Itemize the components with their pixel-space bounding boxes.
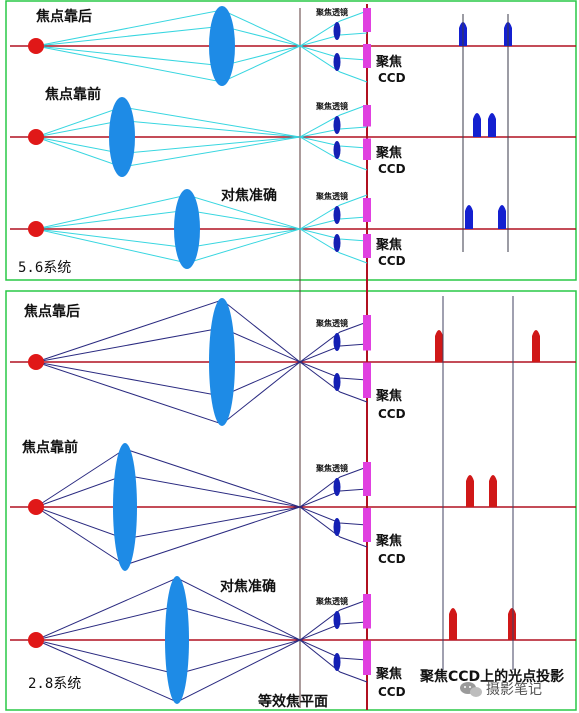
relay-lens-bottom: [333, 141, 341, 159]
light-ray: [35, 506, 368, 566]
panel-top-frame: [5, 0, 577, 281]
label-equivalent-plane: 等效焦平面: [258, 693, 328, 710]
relay-lens-top: [333, 611, 341, 629]
relay-lens-bottom: [333, 53, 341, 71]
light-ray: [35, 119, 368, 138]
label-ccd: CCD: [378, 71, 406, 85]
light-source-dot: [28, 632, 44, 648]
relay-lens-top: [333, 333, 341, 351]
light-ray: [35, 577, 368, 641]
projection-peak: [465, 205, 473, 229]
label-focus-behind-1: 焦点靠后: [35, 8, 92, 25]
main-lens: [209, 6, 235, 86]
label-ccd-projection: 聚焦CCD上的光点投影: [419, 668, 564, 685]
label-relay-lens: 聚焦透镜: [315, 318, 348, 328]
light-ray: [35, 474, 368, 508]
ccd-bar-top: [363, 198, 371, 222]
label-relay-lens: 聚焦透镜: [315, 596, 348, 606]
main-lens: [209, 298, 235, 426]
projection-peak: [466, 475, 474, 507]
label-ccd-focus: 聚焦: [375, 388, 402, 404]
light-ray: [35, 448, 368, 508]
label-relay-lens: 聚焦透镜: [315, 101, 348, 111]
watermark: 摄影笔记: [460, 682, 542, 698]
projection-peak: [449, 608, 457, 640]
label-ccd-focus: 聚焦: [375, 237, 402, 253]
label-ccd-focus: 聚焦: [375, 533, 402, 549]
ccd-bar-top: [363, 105, 371, 127]
label-relay-lens: 聚焦透镜: [315, 7, 348, 17]
ccd-bar-top: [363, 594, 371, 629]
ccd-bar-bottom: [363, 640, 371, 675]
label-focus-behind-2: 焦点靠后: [23, 303, 80, 320]
light-ray: [35, 209, 368, 230]
relay-lens-top: [333, 116, 341, 134]
label-focus-accurate-2: 对焦准确: [220, 578, 276, 595]
projection-peak: [473, 113, 481, 137]
light-source-dot: [28, 221, 44, 237]
label-focus-front-1: 焦点靠前: [44, 86, 101, 103]
label-relay-lens: 聚焦透镜: [315, 191, 348, 201]
label-ccd: CCD: [378, 685, 406, 699]
main-lens: [165, 576, 189, 704]
ccd-bar-bottom: [363, 234, 371, 258]
light-ray: [35, 639, 368, 675]
light-ray: [35, 605, 368, 641]
label-ccd: CCD: [378, 254, 406, 268]
label-ccd: CCD: [378, 407, 406, 421]
ccd-bar-top: [363, 462, 371, 496]
relay-lens-bottom: [333, 518, 341, 536]
projection-peak: [508, 608, 516, 640]
light-ray: [35, 228, 368, 249]
label-ccd-focus: 聚焦: [375, 666, 402, 682]
label-relay-lens: 聚焦透镜: [315, 463, 348, 473]
light-source-dot: [28, 354, 44, 370]
ccd-bar-bottom: [363, 44, 371, 68]
ccd-bar-bottom: [363, 508, 371, 542]
main-lens: [113, 443, 137, 571]
light-source-dot: [28, 499, 44, 515]
light-ray: [35, 136, 368, 171]
relay-lens-top: [333, 478, 341, 496]
projection-peak: [489, 475, 497, 507]
relay-lens-top: [333, 22, 341, 40]
relay-lens-top: [333, 206, 341, 224]
label-focus-front-2: 焦点靠前: [21, 439, 78, 456]
label-ccd-focus: 聚焦: [375, 145, 402, 161]
label-focus-accurate-1: 对焦准确: [221, 187, 277, 204]
label-ccd: CCD: [378, 162, 406, 176]
projection-peak: [532, 330, 540, 362]
projection-peak: [488, 113, 496, 137]
light-ray: [35, 45, 368, 67]
label-system-top: 5.6系统: [18, 260, 71, 276]
light-source-dot: [28, 129, 44, 145]
projection-peak: [498, 205, 506, 229]
chat-bubble-icon: [460, 682, 482, 697]
watermark-text: 摄影笔记: [486, 682, 542, 698]
ccd-bar-top: [363, 8, 371, 32]
panel-bottom-frame: [5, 290, 577, 711]
relay-lens-bottom: [333, 373, 341, 391]
rows-group: 聚焦透镜聚焦CCD聚焦透镜聚焦CCD聚焦透镜聚焦CCD聚焦透镜聚焦CCD聚焦透镜…: [10, 6, 576, 704]
light-ray: [35, 361, 368, 397]
main-lens: [174, 189, 200, 269]
label-ccd-focus: 聚焦: [375, 54, 402, 70]
projection-peak: [435, 330, 443, 362]
ccd-bar-bottom: [363, 362, 371, 398]
label-system-bottom: 2.8系统: [28, 676, 81, 692]
main-lens: [109, 97, 135, 177]
ccd-bar-top: [363, 315, 371, 351]
label-ccd: CCD: [378, 552, 406, 566]
light-ray: [35, 639, 368, 703]
ccd-bar-bottom: [363, 138, 371, 160]
relay-lens-bottom: [333, 653, 341, 671]
light-source-dot: [28, 38, 44, 54]
light-ray: [35, 228, 368, 264]
light-ray: [35, 506, 368, 540]
light-ray: [35, 136, 368, 155]
relay-lens-bottom: [333, 234, 341, 252]
